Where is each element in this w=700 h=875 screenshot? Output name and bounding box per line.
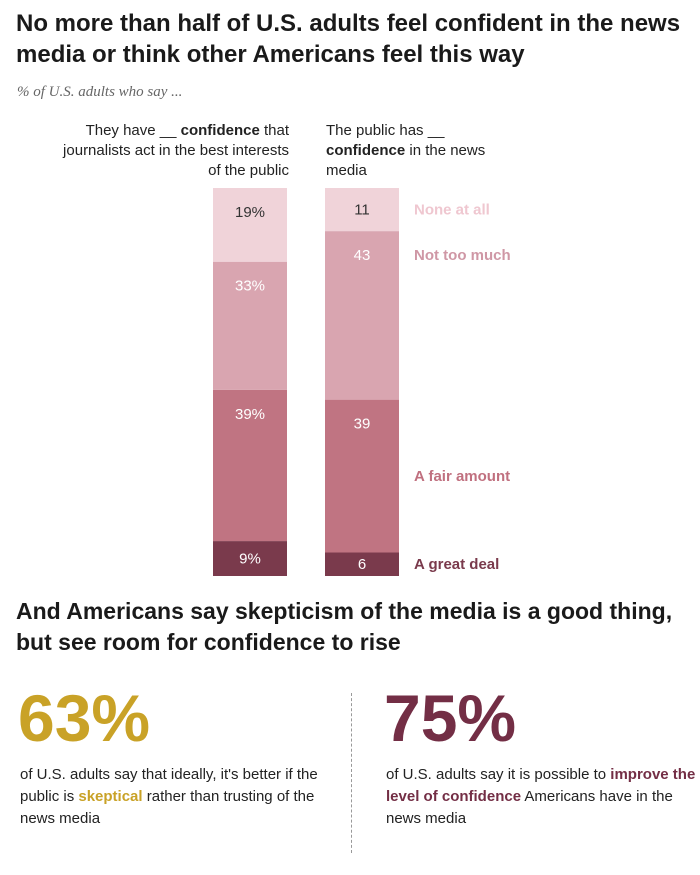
stat-text-post: Americans have in the news media [386,788,673,827]
data-label: 33% [235,278,265,295]
stat-text-post: rather than trusting of the news media [20,788,315,827]
legend-label-a-great-deal: A great deal [414,556,499,573]
stat-text-pre: of U.S. adults say that ideally, it's be… [20,766,318,805]
column-header-pre: They have __ [85,122,181,139]
data-label: 43 [354,247,371,264]
data-label: 6 [358,556,366,573]
stat-highlight: improve the level of confidence [386,766,696,805]
bar-segment-a-great-deal [325,552,399,576]
data-label: 39 [354,416,371,433]
stat-improve-percent: 75% [384,681,517,755]
dashed-divider [351,693,352,853]
bar-segment-none-at-all [213,188,287,262]
column-header-bold: confidence [180,122,260,139]
stat-skeptical-text: of U.S. adults say that ideally, it's be… [20,764,340,830]
bar-segment-not-too-much [213,261,287,390]
section-title: And Americans say skepticism of the medi… [16,598,673,655]
chart-subtitle: % of U.S. adults who say ... [17,84,183,100]
legend-label-a-fair-amount: A fair amount [414,468,510,485]
legend-label-none-at-all: None at all [414,202,490,219]
stat-highlight: skeptical [78,788,143,805]
column-header-post: in the news media [326,142,486,179]
data-label: 19% [235,204,265,221]
column-header-pre: The public has __ [326,122,445,139]
bar-segment-a-great-deal [213,541,287,576]
stacked-bar-chart: 9% 39% 33% 19% 6 A great deal 39 A fair amount 4… [213,188,511,576]
stat-text-pre: of U.S. adults say it is possible to [386,766,611,783]
bar-segment-none-at-all [325,188,399,232]
bar-segment-a-fair-amount [213,389,287,542]
column-header-journalists: They have __ confidence that journalists… [59,121,289,181]
column-header-post: that journalists act in the best interes… [63,122,289,179]
legend-label-not-too-much: Not too much [414,247,511,264]
column-header-bold: confidence [326,142,406,159]
data-label: 11 [354,202,370,219]
chart-title: No more than half of U.S. adults feel co… [16,10,681,68]
stat-improve-text: of U.S. adults say it is possible to imp… [386,764,700,830]
data-label: 39% [235,406,265,423]
bar-segment-a-fair-amount [325,399,399,553]
column-header-public: The public has __ confidence in the news… [326,121,496,181]
data-label: 9% [239,551,261,568]
bar-segment-not-too-much [325,231,399,400]
stat-skeptical-percent: 63% [18,681,151,755]
